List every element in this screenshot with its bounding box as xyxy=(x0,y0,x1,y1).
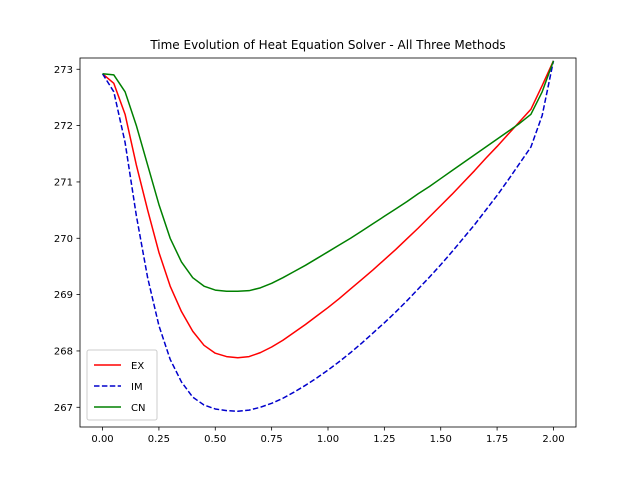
x-tick-label: 0.25 xyxy=(148,434,170,445)
legend-label-cn: CN xyxy=(131,403,145,414)
plot-area xyxy=(101,60,555,412)
x-tick-label: 0.00 xyxy=(91,434,113,445)
x-tick-label: 1.50 xyxy=(430,434,452,445)
y-tick-label: 268 xyxy=(54,346,73,357)
x-tick-label: 1.00 xyxy=(317,434,339,445)
x-tick-label: 1.25 xyxy=(373,434,395,445)
legend: EX IM CN xyxy=(86,349,158,421)
series-line-ex xyxy=(102,60,555,359)
legend-label-im: IM xyxy=(131,382,143,393)
y-tick-label: 271 xyxy=(54,177,73,188)
x-tick-label: 1.75 xyxy=(486,434,508,445)
axes: 0.00 0.25 0.50 0.75 1.00 1.25 1.50 1.75 2.00 267 2… xyxy=(54,57,577,445)
series-line-im xyxy=(101,60,555,412)
y-tick-label: 273 xyxy=(54,65,73,76)
chart-title: Time Evolution of Heat Equation Solver -… xyxy=(149,38,505,52)
legend-label-ex: EX xyxy=(131,361,144,372)
legend-box xyxy=(86,349,158,421)
series-line-cn xyxy=(102,60,555,292)
y-tick-label: 269 xyxy=(54,290,73,301)
y-tick-label: 272 xyxy=(54,121,73,132)
x-tick-label: 0.75 xyxy=(261,434,283,445)
y-tick-label: 267 xyxy=(54,403,73,414)
x-tick-label: 0.50 xyxy=(204,434,226,445)
y-tick-label: 270 xyxy=(54,234,73,245)
x-tick-label: 2.00 xyxy=(542,434,564,445)
